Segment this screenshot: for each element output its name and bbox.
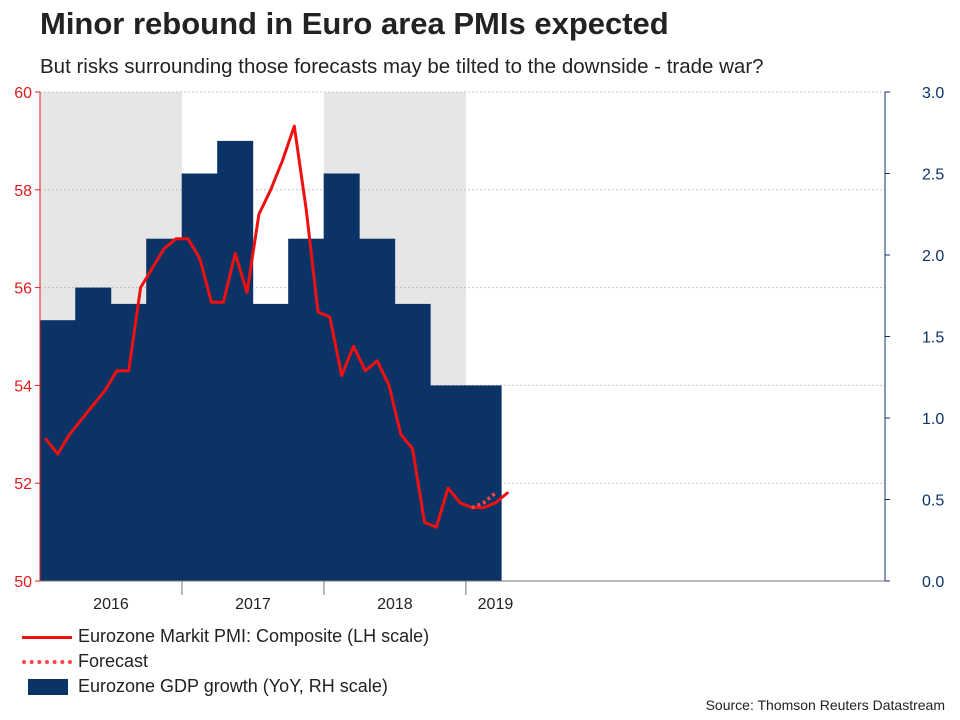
gdp-bar	[146, 238, 183, 581]
gdp-bar	[323, 173, 360, 581]
gdp-bar	[359, 238, 396, 581]
gdp-bar	[252, 303, 289, 581]
right-tick-label: 0.0	[922, 574, 944, 591]
gdp-bar	[75, 287, 112, 581]
legend-item-gdp: Eurozone GDP growth (YoY, RH scale)	[22, 674, 429, 699]
legend-item-forecast: Forecast	[22, 649, 429, 674]
chart-canvas: 50 52 54 56 58 60 0.0 0.5 1.0 1.5 2.0 2.5 3.0 2016 201…	[14, 85, 944, 613]
pmi-line	[44, 124, 509, 529]
left-tick-label: 60	[14, 85, 32, 102]
gdp-bar	[217, 140, 254, 581]
legend-label-gdp: Eurozone GDP growth (YoY, RH scale)	[78, 676, 388, 696]
legend-label-pmi: Eurozone Markit PMI: Composite (LH scale…	[78, 626, 430, 646]
legend-swatch-bar	[22, 677, 74, 697]
year-label: 2016	[93, 596, 129, 613]
gdp-bar	[288, 238, 325, 581]
forecast-line	[471, 491, 497, 510]
year-label: 2018	[377, 596, 413, 613]
legend-swatch-line	[22, 627, 74, 647]
source-note: Source: Thomson Reuters Datastream	[705, 697, 945, 713]
year-label: 2017	[235, 596, 271, 613]
legend-swatch-dotted	[22, 652, 74, 672]
gdp-bar	[430, 385, 467, 581]
right-tick-label: 0.5	[922, 493, 944, 510]
gdp-bar	[394, 303, 431, 581]
left-tick-label: 58	[14, 183, 32, 200]
gdp-bar	[181, 173, 218, 581]
left-tick-label: 56	[14, 281, 32, 298]
left-tick-label: 54	[14, 378, 32, 395]
legend-label-forecast: Forecast	[78, 651, 149, 671]
chart-title: Minor rebound in Euro area PMIs expected	[40, 6, 669, 41]
gdp-bar	[110, 303, 147, 581]
gdp-bar	[465, 385, 502, 581]
left-tick-label: 52	[14, 476, 32, 493]
right-tick-label: 1.5	[922, 330, 944, 347]
left-tick-label: 50	[14, 574, 32, 591]
right-tick-label: 2.0	[922, 248, 944, 265]
right-tick-label: 3.0	[922, 85, 944, 102]
gdp-bar	[39, 320, 76, 581]
right-tick-label: 2.5	[922, 167, 944, 184]
right-tick-label: 1.0	[922, 411, 944, 428]
chart-subtitle: But risks surrounding those forecasts ma…	[40, 55, 764, 78]
legend: Eurozone Markit PMI: Composite (LH scale…	[22, 624, 429, 699]
year-label: 2019	[478, 596, 514, 613]
legend-item-pmi: Eurozone Markit PMI: Composite (LH scale…	[22, 624, 429, 649]
